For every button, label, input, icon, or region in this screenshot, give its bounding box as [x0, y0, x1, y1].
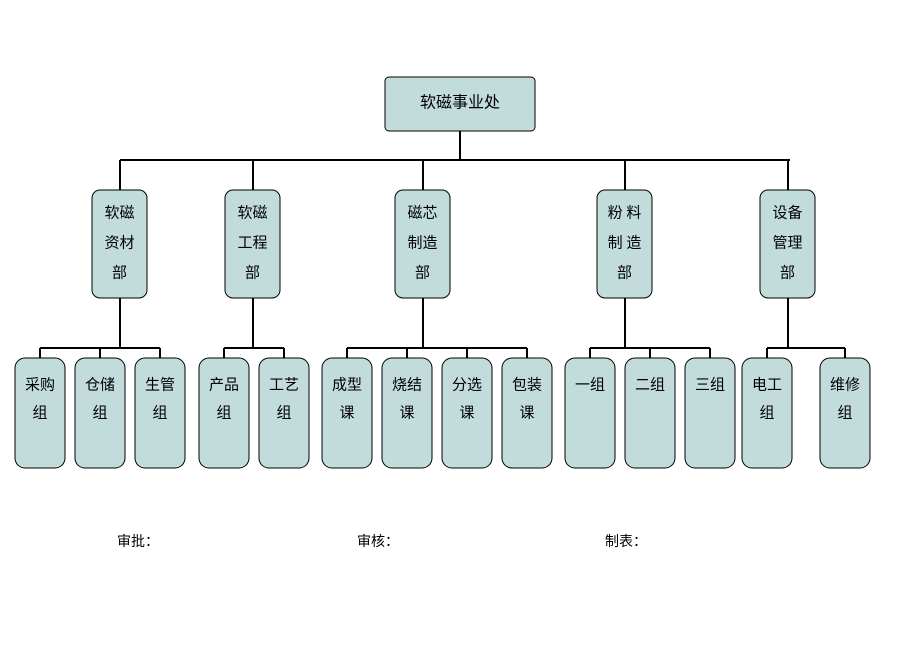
dept-label: 部: [112, 264, 127, 281]
dept-label: 管理: [772, 234, 802, 251]
root-label: 软磁事业处: [420, 94, 500, 112]
child-label: 生管: [145, 376, 175, 393]
child-label: 组: [92, 404, 107, 421]
child-label: 仓储: [85, 376, 115, 393]
dept-label: 工程: [237, 234, 267, 251]
footer-label: 审核：: [357, 534, 399, 550]
child-label: 采购: [25, 376, 55, 393]
dept-label: 制造: [407, 234, 437, 251]
child-label: 组: [276, 404, 291, 421]
dept-label: 制 造: [608, 234, 642, 251]
dept-label: 设备: [772, 204, 802, 221]
dept-label: 粉 料: [608, 204, 642, 221]
child-label: 组: [152, 404, 167, 421]
child-label: 电工: [752, 376, 782, 393]
dept-label: 磁芯: [407, 204, 437, 221]
child-label: 烧结: [392, 376, 422, 393]
child-label: 工艺: [269, 376, 299, 393]
child-label: 二组: [635, 376, 665, 393]
org-chart: 软磁事业处软磁资材部 软磁工程部 磁芯制造部 粉 料制 造部 设备管理部采购组 仓储组 生管…: [0, 0, 920, 651]
dept-label: 部: [780, 264, 795, 281]
child-node: [685, 358, 735, 468]
child-label: 一组: [575, 376, 605, 393]
child-label: 课: [519, 404, 534, 421]
dept-label: 资材: [104, 234, 134, 251]
footer-label: 制表：: [605, 534, 647, 550]
child-label: 组: [837, 404, 852, 421]
dept-label: 部: [617, 264, 632, 281]
child-node: [565, 358, 615, 468]
child-label: 产品: [209, 376, 239, 393]
child-label: 课: [339, 404, 354, 421]
child-label: 组: [32, 404, 47, 421]
dept-label: 部: [245, 264, 260, 281]
child-label: 课: [399, 404, 414, 421]
child-label: 组: [216, 404, 231, 421]
child-label: 成型: [332, 376, 362, 393]
dept-label: 部: [415, 264, 430, 281]
child-label: 组: [759, 404, 774, 421]
child-label: 包装: [512, 376, 542, 393]
child-label: 课: [459, 404, 474, 421]
child-node: [625, 358, 675, 468]
footer-label: 审批：: [117, 534, 159, 550]
dept-label: 软磁: [104, 204, 134, 221]
child-label: 三组: [695, 376, 725, 393]
child-label: 分选: [452, 376, 482, 393]
child-label: 维修: [830, 376, 860, 393]
dept-label: 软磁: [237, 204, 267, 221]
